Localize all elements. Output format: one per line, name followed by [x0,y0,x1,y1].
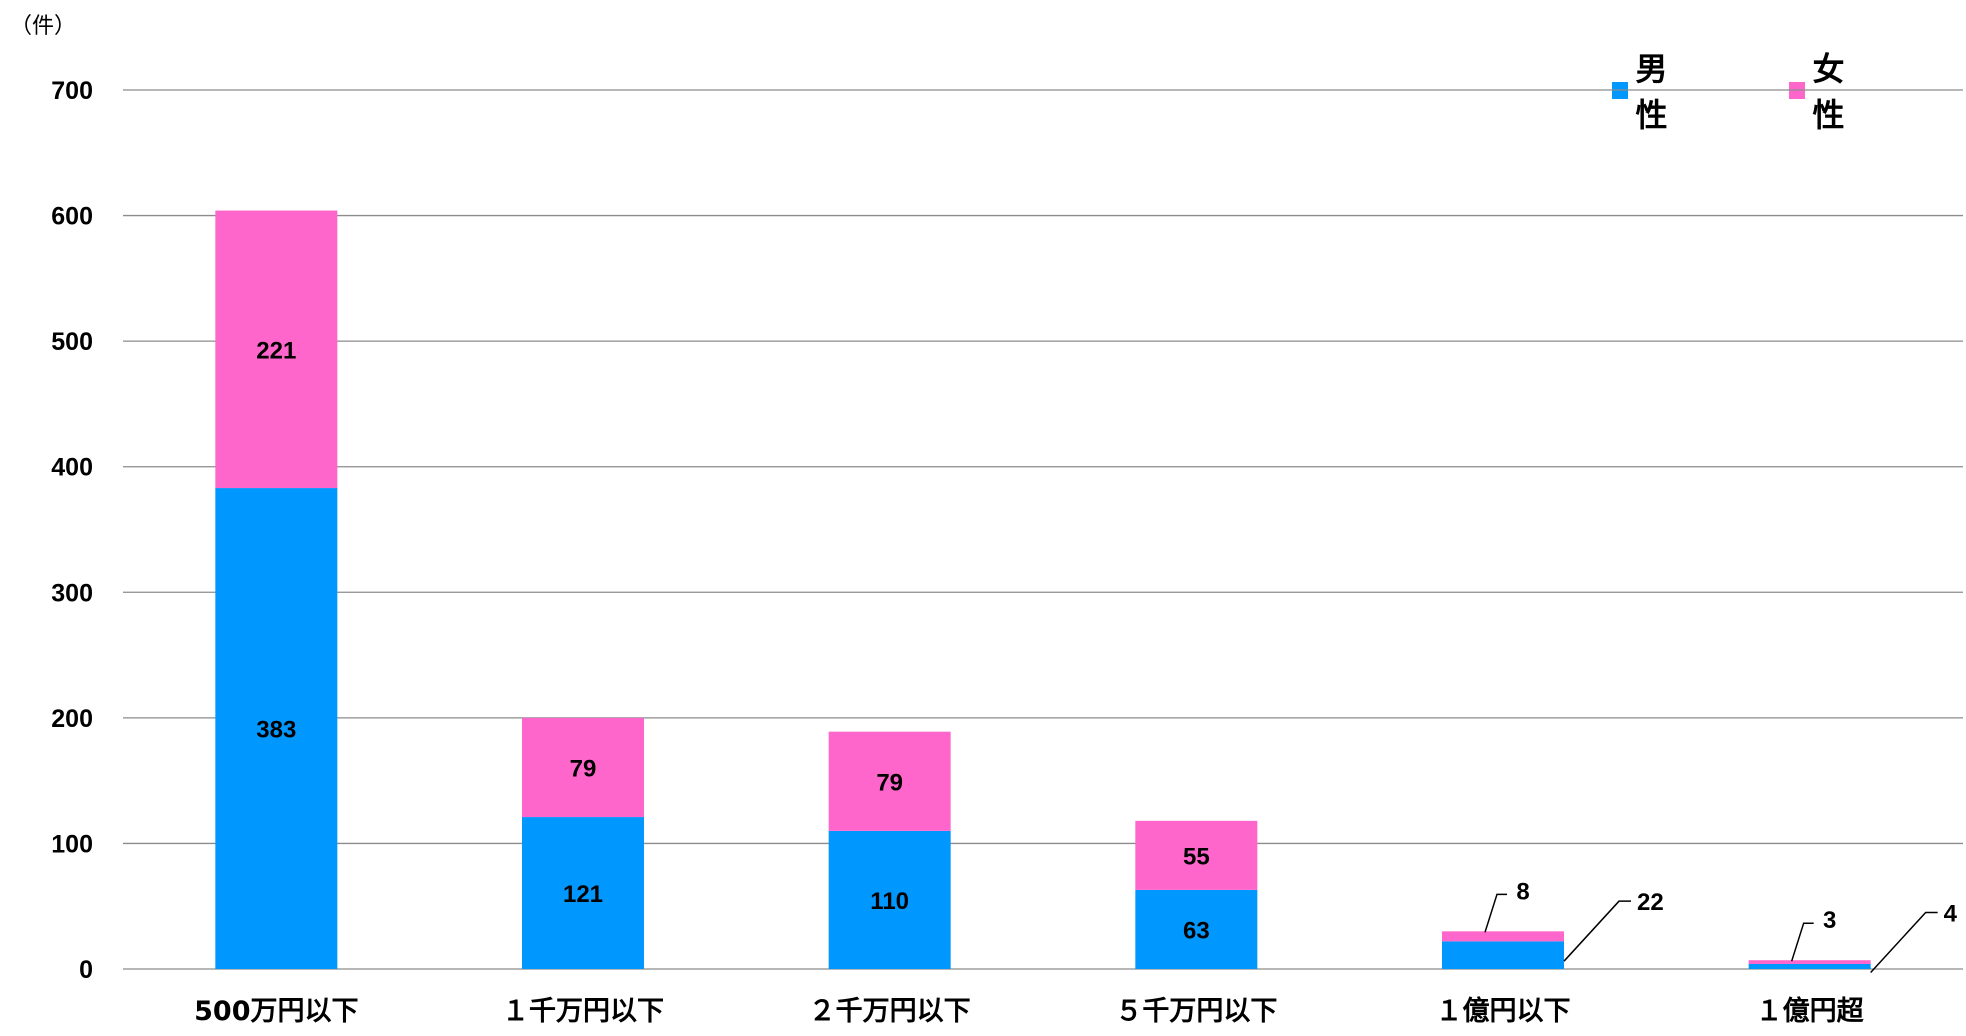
bar-segment-female [1135,820,1258,890]
leader-line [1790,922,1814,962]
bar-segment-female [828,731,951,831]
data-label: 22 [1637,889,1664,916]
y-tick-label: 700 [51,77,93,105]
legend-label-female: 女性 [1812,50,1845,134]
data-label: 221 [256,337,296,364]
bar-segment-male [1442,941,1564,969]
leader-line [1563,900,1631,962]
y-tick-label: 400 [51,454,93,482]
bar-segment-female [1442,931,1564,942]
bar-segment-male [215,488,338,969]
legend: 男性 女性 [1612,44,1966,136]
bar-segment-male [1748,963,1871,969]
bar-segment-male [828,830,951,969]
unit-label: （件） [10,14,77,39]
data-label: 79 [876,769,903,796]
x-tick-label: ２千万円以下 [809,996,971,1027]
bar-segment-female [215,210,338,489]
x-tick-label: １千万円以下 [502,996,664,1027]
data-label: 4 [1944,900,1958,927]
bar-segment-female [1748,960,1871,964]
data-label: 8 [1516,878,1529,905]
data-label: 383 [256,717,296,744]
x-tick-label: １億円以下 [1436,996,1571,1027]
data-label: 110 [870,888,909,915]
y-tick-label: 200 [51,705,93,733]
y-tick-label: 600 [51,203,93,231]
legend-label-male: 男性 [1635,50,1668,134]
data-label: 55 [1183,843,1210,870]
data-label: 121 [563,881,603,908]
bar-segment-male [522,817,644,969]
legend-item-male: 男性 [1612,44,1694,136]
bar-segment-female [522,717,644,818]
x-tick-label: １億円超 [1756,996,1865,1027]
data-label: 79 [570,755,597,782]
legend-item-female: 女性 [1789,44,1871,136]
x-tick-label: ５千万円以下 [1115,996,1277,1027]
y-tick-label: 300 [51,579,93,607]
y-tick-label: 100 [51,830,93,858]
leader-line [1484,893,1507,933]
leader-line [1870,911,1938,973]
y-tick-label: 0 [79,956,93,984]
y-tick-label: 500 [51,328,93,356]
data-label: 63 [1183,917,1210,944]
data-label: 3 [1823,907,1836,934]
bar-segment-male [1135,889,1258,969]
x-tick-label: 500万円以下 [194,996,358,1027]
